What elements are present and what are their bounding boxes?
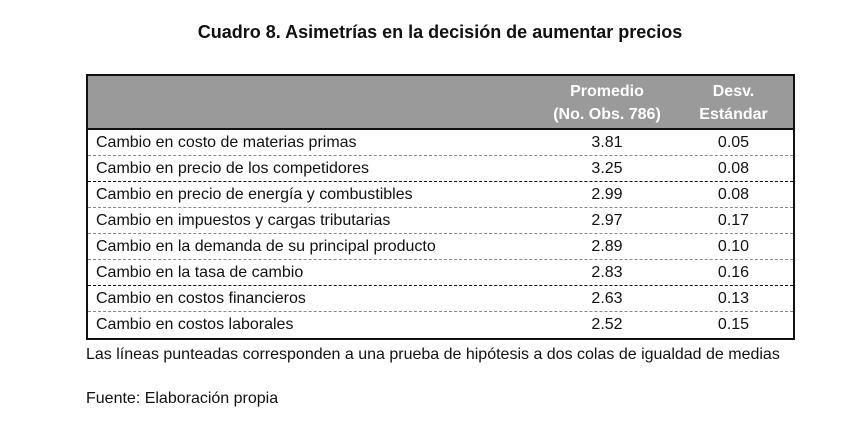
row-label: Cambio en la demanda de su principal pro… xyxy=(96,237,436,255)
row-mean: 2.89 xyxy=(591,237,623,255)
row-mean: 2.99 xyxy=(591,185,623,203)
row-mean: 2.97 xyxy=(591,211,623,229)
row-sd: 0.16 xyxy=(717,263,750,281)
row-label: Cambio en precio de energía y combustibl… xyxy=(96,185,413,203)
row-label: Cambio en la tasa de cambio xyxy=(96,263,304,281)
row-sd: 0.15 xyxy=(717,316,750,333)
row-mean: 2.52 xyxy=(591,316,623,333)
row-sd: 0.13 xyxy=(717,289,750,307)
table-note: Las líneas punteadas corresponden a una … xyxy=(86,346,780,363)
row-sd: 0.08 xyxy=(717,159,750,177)
header-promedio-line2: (No. Obs. 786) xyxy=(553,106,661,123)
row-mean: 3.81 xyxy=(591,133,623,151)
row-label: Cambio en costos laborales xyxy=(96,316,294,333)
row-sd: 0.17 xyxy=(717,211,750,229)
row-mean: 3.25 xyxy=(591,159,623,177)
row-sd: 0.05 xyxy=(717,133,750,151)
header-promedio-line1: Promedio xyxy=(570,83,644,100)
table-source: Fuente: Elaboración propia xyxy=(86,390,279,407)
header-desv: Desv. Estándar xyxy=(674,76,793,128)
table-row: Cambio en la demanda de su principal pro… xyxy=(88,234,793,260)
table-row: Cambio en costos financieros 2.63 0.13 xyxy=(88,286,793,312)
table-row: Cambio en impuestos y cargas tributarias… xyxy=(88,208,793,234)
header-desv-line1: Desv. xyxy=(712,83,755,100)
table-row: Cambio en la tasa de cambio 2.83 0.16 xyxy=(88,260,793,286)
table-row: Cambio en precio de energía y combustibl… xyxy=(88,182,793,208)
table-title: Cuadro 8. Asimetrías en la decisión de a… xyxy=(197,22,683,42)
table-row: Cambio en costo de materias primas 3.81 0.… xyxy=(88,130,793,156)
header-empty xyxy=(88,76,540,128)
data-table: Promedio (No. Obs. 786) Desv. Estándar C… xyxy=(86,74,795,340)
header-desv-line2: Estándar xyxy=(699,106,768,123)
row-label: Cambio en costo de materias primas xyxy=(96,133,357,151)
row-sd: 0.08 xyxy=(717,185,750,203)
row-sd: 0.10 xyxy=(717,237,750,255)
row-label: Cambio en precio de los competidores xyxy=(96,159,370,177)
header-promedio: Promedio (No. Obs. 786) xyxy=(540,76,674,128)
row-label: Cambio en impuestos y cargas tributarias xyxy=(96,211,391,229)
table-header: Promedio (No. Obs. 786) Desv. Estándar xyxy=(88,76,793,130)
row-mean: 2.83 xyxy=(591,263,623,281)
table-row: Cambio en costos laborales 2.52 0.15 xyxy=(88,312,793,338)
table-row: Cambio en precio de los competidores 3.25… xyxy=(88,156,793,182)
row-mean: 2.63 xyxy=(591,289,623,307)
row-label: Cambio en costos financieros xyxy=(96,289,306,307)
